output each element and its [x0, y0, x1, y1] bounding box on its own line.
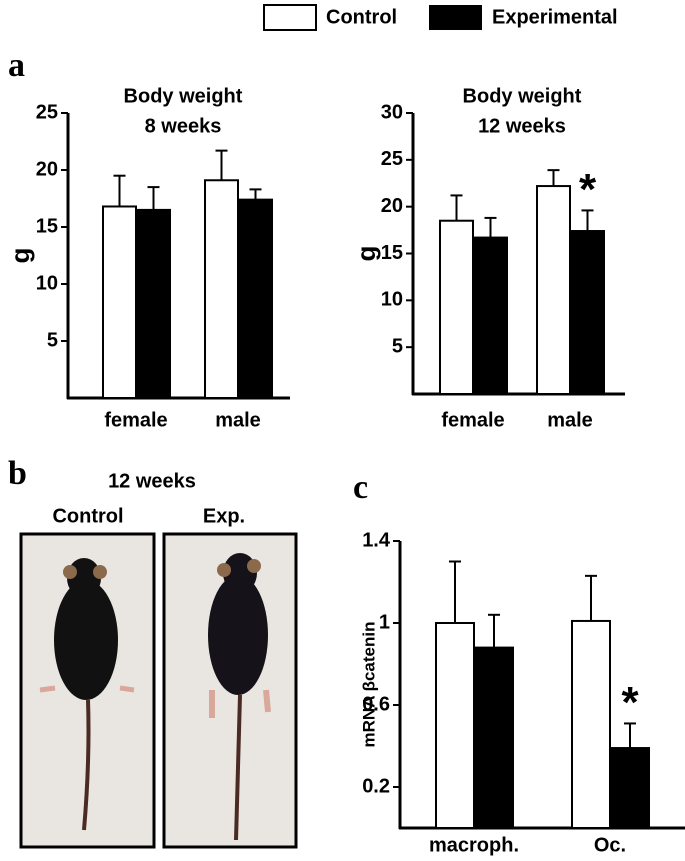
x-tick-label: Oc.: [594, 834, 626, 856]
legend-label: Experimental: [492, 6, 618, 28]
y-tick-label: 10: [381, 289, 403, 311]
x-tick-label: female: [441, 409, 504, 431]
x-tick-label: female: [104, 409, 167, 431]
legend-swatch: [263, 4, 317, 31]
bar: [473, 236, 508, 395]
y-tick-label: 30: [381, 101, 403, 123]
panel-label: a: [8, 47, 25, 84]
photo-title: 12 weeks: [108, 470, 196, 492]
y-tick-label: 15: [36, 215, 58, 237]
panel-label: c: [353, 469, 368, 506]
y-tick-label: 1.4: [362, 529, 391, 551]
chart-title: Body weight: [124, 85, 243, 107]
chart-title: 8 weeks: [145, 115, 222, 137]
photo-control: [19, 532, 156, 849]
bar: [102, 205, 137, 399]
bar: [439, 219, 474, 395]
legend-label: Control: [326, 6, 397, 28]
significance-mark: *: [579, 165, 597, 214]
x-tick-label: male: [547, 409, 593, 431]
y-tick-label: 25: [36, 101, 58, 123]
panel-label: b: [8, 455, 27, 492]
chart-title: Body weight: [463, 85, 582, 107]
bar: [571, 619, 611, 830]
y-tick-label: 0.2: [362, 775, 390, 797]
photo-label: Control: [52, 505, 123, 527]
bar: [136, 208, 171, 399]
y-tick-label: 1: [379, 611, 390, 633]
x-tick-label: male: [215, 409, 261, 431]
bar: [238, 198, 273, 399]
bar: [570, 230, 605, 395]
y-tick-label: 5: [392, 335, 403, 357]
y-tick-label: 25: [381, 148, 403, 170]
chart-title: 12 weeks: [478, 115, 566, 137]
photo-experimental: [162, 532, 298, 849]
bar: [435, 622, 475, 829]
bar: [204, 179, 239, 399]
y-tick-label: 0.6: [362, 693, 390, 715]
significance-mark: *: [621, 678, 639, 727]
y-axis-label: g: [5, 248, 35, 264]
y-tick-label: 5: [47, 329, 58, 351]
bar: [474, 646, 514, 829]
y-tick-label: 20: [36, 158, 58, 180]
x-tick-label: macroph.: [429, 834, 519, 856]
legend-swatch: [429, 5, 482, 30]
y-tick-label: 15: [381, 242, 403, 264]
photo-label: Exp.: [203, 505, 245, 527]
bar: [610, 747, 650, 829]
bar: [536, 185, 571, 395]
y-tick-label: 20: [381, 195, 403, 217]
y-tick-label: 10: [36, 272, 58, 294]
y-axis-label: g: [351, 246, 381, 262]
y-axis-label: mRNA βcatenin: [359, 622, 378, 748]
